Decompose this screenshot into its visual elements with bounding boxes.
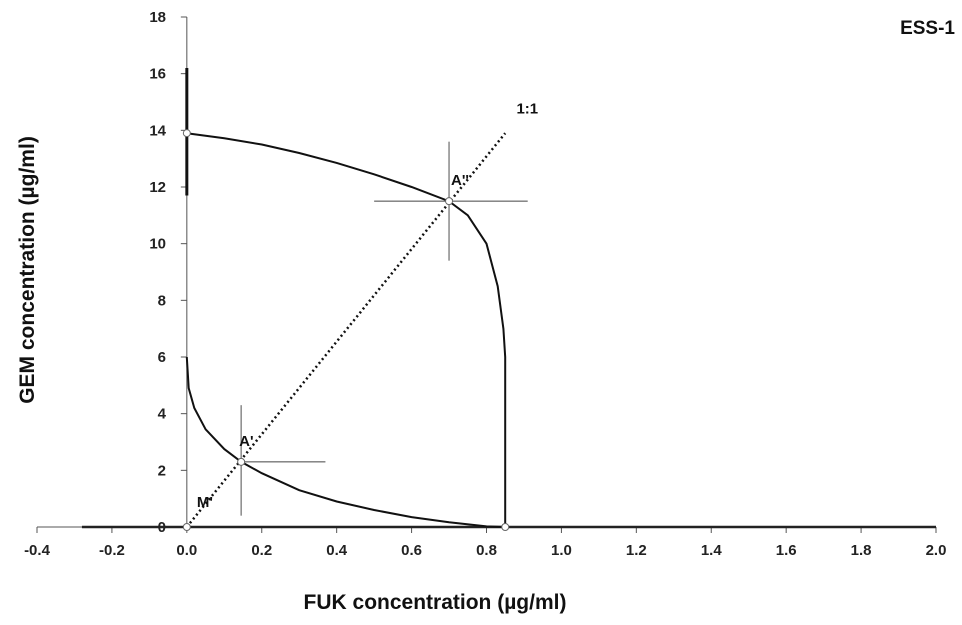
x-tick-label: 1.6 bbox=[776, 542, 797, 559]
marker-point bbox=[501, 523, 510, 531]
y-tick-label: 2 bbox=[158, 462, 166, 479]
y-axis-title: GEM concentration (µg/ml) bbox=[16, 136, 39, 404]
point-label: A' bbox=[239, 433, 253, 450]
y-tick-label: 4 bbox=[158, 406, 167, 423]
y-tick-label: 6 bbox=[158, 349, 166, 366]
x-tick-label: -0.4 bbox=[24, 542, 51, 559]
x-tick-label: 1.2 bbox=[626, 542, 647, 559]
data-point bbox=[237, 457, 246, 466]
y-tick-label: 18 bbox=[149, 9, 166, 26]
x-tick-label: 0.4 bbox=[326, 542, 348, 559]
y-tick-label: 10 bbox=[149, 236, 166, 253]
point-label: M' bbox=[197, 494, 213, 511]
y-tick-label: 14 bbox=[149, 122, 166, 139]
x-tick-label: 2.0 bbox=[926, 542, 947, 559]
point-label: A'' bbox=[451, 172, 469, 189]
marks-group: A' A'' M' 1:1 bbox=[182, 68, 538, 531]
data-point bbox=[445, 197, 454, 206]
x-axis-title: FUK concentration (µg/ml) bbox=[304, 591, 567, 614]
y-tick-label: 16 bbox=[149, 66, 166, 83]
x-tick-label: 1.8 bbox=[851, 542, 872, 559]
series-group bbox=[185, 132, 507, 528]
isobologram-curve-1 bbox=[185, 356, 506, 528]
ratio-label: 1:1 bbox=[516, 100, 538, 117]
axes: -0.4 -0.2 0.0 0.2 0.4 0.6 0.8 1.0 1.2 1.4 1.6 1.8 2.… bbox=[24, 9, 946, 559]
x-tick-label: 1.4 bbox=[701, 542, 723, 559]
y-tick-label: 8 bbox=[158, 292, 166, 309]
x-tick-label: -0.2 bbox=[99, 542, 125, 559]
y-tick-label: 12 bbox=[149, 179, 166, 196]
isobologram-curve-2 bbox=[186, 132, 507, 527]
x-tick-label: 0.2 bbox=[251, 542, 272, 559]
x-tick-label: 0.8 bbox=[476, 542, 497, 559]
chart-title: ESS-1 bbox=[900, 18, 955, 39]
marker-point bbox=[182, 129, 191, 138]
x-tick-label: 1.0 bbox=[551, 542, 572, 559]
marker-point bbox=[182, 523, 191, 531]
x-tick-label: 0.0 bbox=[176, 542, 197, 559]
ratio-line bbox=[185, 132, 507, 528]
x-tick-label: 0.6 bbox=[401, 542, 422, 559]
